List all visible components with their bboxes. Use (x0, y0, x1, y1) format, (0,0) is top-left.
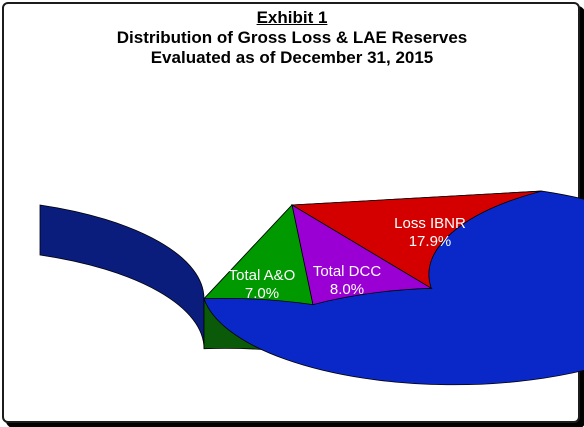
slice-total-dcc (291, 204, 433, 306)
slice-label-total-dcc: Total DCC (313, 263, 382, 280)
chart-subtitle-line-2: Evaluated as of December 31, 2015 (150, 48, 434, 67)
chart-subtitle-line-1: Distribution of Gross Loss & LAE Reserve… (116, 28, 468, 47)
chart-titles: Exhibit 1 Distribution of Gross Loss & L… (0, 8, 584, 68)
slice-label-loss-ibnr: Loss IBNR (394, 215, 466, 232)
slice-value-total-a-o: 7.0% (245, 285, 279, 302)
slice-label-loss-case: Loss Case (182, 155, 253, 172)
slice-label-total-a-o: Total A&O (229, 267, 296, 284)
slice-value-loss-ibnr: 17.9% (409, 233, 452, 250)
slice-loss-ibnr (290, 190, 542, 290)
chart-title: Exhibit 1 (256, 8, 328, 27)
slice-value-total-dcc: 8.0% (330, 281, 364, 298)
slice-total-a-o (203, 204, 314, 306)
slice-side-loss-case-0 (39, 204, 205, 349)
slice-value-loss-case: 67.1% (196, 173, 239, 190)
